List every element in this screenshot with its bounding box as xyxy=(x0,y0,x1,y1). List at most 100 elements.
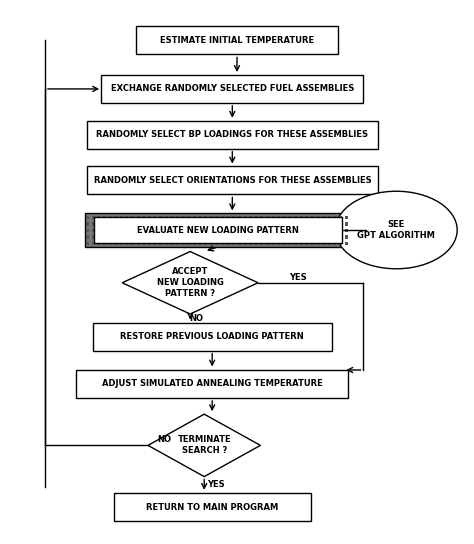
Bar xyxy=(283,242,286,245)
Bar xyxy=(137,27,337,54)
Bar xyxy=(76,370,348,398)
Bar xyxy=(94,217,342,244)
Bar xyxy=(87,166,377,194)
Bar xyxy=(305,242,308,245)
Bar xyxy=(165,229,168,232)
Bar xyxy=(165,236,168,239)
Bar xyxy=(109,222,111,226)
Bar xyxy=(126,229,128,232)
Bar xyxy=(193,229,196,232)
Bar xyxy=(305,236,308,239)
Bar xyxy=(272,242,274,245)
Bar xyxy=(187,216,190,219)
Bar xyxy=(86,229,89,232)
Bar xyxy=(339,229,342,232)
Text: TERMINATE
SEARCH ?: TERMINATE SEARCH ? xyxy=(177,435,231,455)
Bar xyxy=(244,216,246,219)
Bar xyxy=(97,216,100,219)
Bar xyxy=(103,216,106,219)
Bar xyxy=(87,121,377,149)
Text: NO: NO xyxy=(189,314,203,323)
Bar xyxy=(300,216,302,219)
Ellipse shape xyxy=(336,191,457,269)
Bar xyxy=(114,242,117,245)
Bar xyxy=(171,236,173,239)
Bar xyxy=(334,229,337,232)
Bar xyxy=(232,216,235,219)
Bar xyxy=(300,229,302,232)
Bar xyxy=(131,236,134,239)
Bar xyxy=(176,229,179,232)
Bar xyxy=(171,242,173,245)
Bar xyxy=(109,216,111,219)
Bar xyxy=(93,323,332,351)
Bar xyxy=(328,242,331,245)
Bar xyxy=(294,222,297,226)
Bar xyxy=(289,229,292,232)
Bar xyxy=(221,216,224,219)
Bar xyxy=(272,236,274,239)
Bar xyxy=(114,236,117,239)
Bar xyxy=(216,242,218,245)
Bar xyxy=(176,242,179,245)
Bar xyxy=(255,229,257,232)
Bar xyxy=(86,216,89,219)
Text: RETURN TO MAIN PROGRAM: RETURN TO MAIN PROGRAM xyxy=(146,503,278,512)
Bar xyxy=(176,216,179,219)
Bar xyxy=(260,216,263,219)
Bar xyxy=(255,222,257,226)
Bar xyxy=(109,236,111,239)
Bar xyxy=(193,236,196,239)
Bar xyxy=(345,222,347,226)
Bar xyxy=(294,236,297,239)
Bar xyxy=(266,216,269,219)
Bar xyxy=(345,236,347,239)
Bar xyxy=(249,222,252,226)
Bar xyxy=(227,242,229,245)
Bar xyxy=(165,222,168,226)
Bar xyxy=(114,493,310,521)
Bar xyxy=(142,216,145,219)
Text: ESTIMATE INITIAL TEMPERATURE: ESTIMATE INITIAL TEMPERATURE xyxy=(160,36,314,45)
Bar xyxy=(199,229,201,232)
Bar xyxy=(328,222,331,226)
Bar xyxy=(154,229,156,232)
Bar xyxy=(317,242,319,245)
Bar xyxy=(109,229,111,232)
Bar xyxy=(154,216,156,219)
Bar xyxy=(216,216,218,219)
Bar xyxy=(300,242,302,245)
Bar xyxy=(165,242,168,245)
Bar xyxy=(103,222,106,226)
Bar xyxy=(109,242,111,245)
Bar xyxy=(244,242,246,245)
Bar xyxy=(154,242,156,245)
Bar xyxy=(204,242,207,245)
Bar xyxy=(277,242,280,245)
Bar xyxy=(85,213,352,246)
Bar xyxy=(277,216,280,219)
Bar xyxy=(182,222,184,226)
Bar xyxy=(216,222,218,226)
Bar xyxy=(97,222,100,226)
Bar xyxy=(260,236,263,239)
Bar xyxy=(305,222,308,226)
Bar xyxy=(126,242,128,245)
Text: EVALUATE NEW LOADING PATTERN: EVALUATE NEW LOADING PATTERN xyxy=(137,226,299,234)
Bar xyxy=(148,222,151,226)
Bar xyxy=(272,222,274,226)
Bar xyxy=(227,236,229,239)
Bar xyxy=(283,236,286,239)
Bar xyxy=(227,229,229,232)
Bar xyxy=(255,242,257,245)
Bar xyxy=(221,236,224,239)
Bar xyxy=(171,229,173,232)
Bar xyxy=(311,242,314,245)
Text: YES: YES xyxy=(289,273,307,282)
Bar xyxy=(120,216,123,219)
Bar xyxy=(148,229,151,232)
Bar xyxy=(244,236,246,239)
Bar xyxy=(334,242,337,245)
Bar xyxy=(142,236,145,239)
Bar xyxy=(154,222,156,226)
